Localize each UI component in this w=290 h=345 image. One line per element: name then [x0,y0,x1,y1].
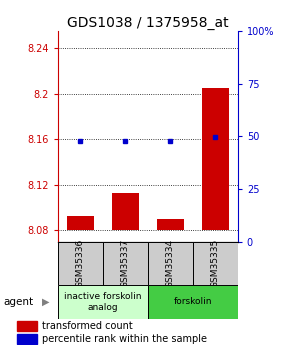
Bar [17,321,37,331]
Bar [202,88,229,230]
Title: GDS1038 / 1375958_at: GDS1038 / 1375958_at [67,16,229,30]
Bar [58,285,148,319]
Text: GSM35337: GSM35337 [121,238,130,288]
Bar [157,219,184,230]
Text: forskolin: forskolin [174,297,212,306]
Bar [193,241,238,285]
Text: GSM35336: GSM35336 [76,238,85,288]
Bar [148,285,238,319]
Text: agent: agent [3,297,33,307]
Text: GSM35335: GSM35335 [211,238,220,288]
Bar [148,241,193,285]
Text: inactive forskolin
analog: inactive forskolin analog [64,292,142,312]
Text: ▶: ▶ [42,297,50,307]
Text: transformed count: transformed count [42,321,133,331]
Bar [103,241,148,285]
Text: GSM35334: GSM35334 [166,238,175,288]
Bar [17,334,37,344]
Bar [58,241,103,285]
Text: percentile rank within the sample: percentile rank within the sample [42,334,207,344]
Bar [67,216,94,230]
Bar [112,193,139,230]
